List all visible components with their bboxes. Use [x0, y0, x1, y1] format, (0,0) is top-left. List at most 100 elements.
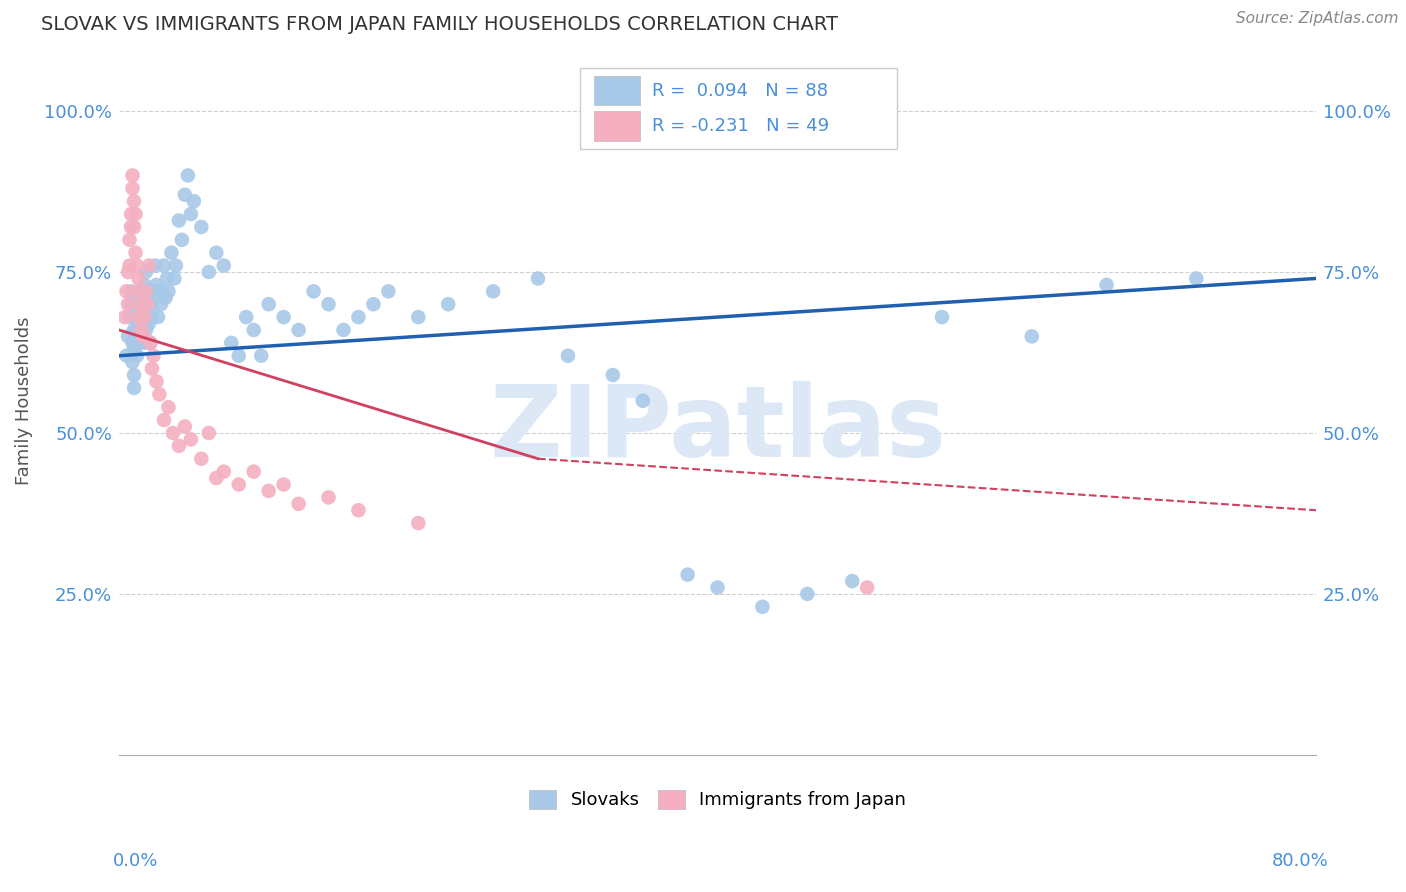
Point	[141, 361, 163, 376]
Point	[170, 233, 193, 247]
Point	[128, 310, 150, 324]
Point	[157, 285, 180, 299]
Point	[162, 425, 184, 440]
Point	[125, 297, 148, 311]
Point	[174, 187, 197, 202]
Point	[174, 419, 197, 434]
Point	[273, 310, 295, 324]
Point	[131, 323, 153, 337]
Point	[135, 285, 157, 299]
Point	[125, 323, 148, 337]
Point	[131, 285, 153, 299]
Point	[163, 271, 186, 285]
Point	[287, 323, 309, 337]
Point	[125, 285, 148, 299]
Point	[527, 271, 550, 285]
Point	[160, 245, 183, 260]
Point	[931, 310, 953, 324]
Point	[148, 285, 170, 299]
Point	[148, 387, 170, 401]
FancyBboxPatch shape	[595, 112, 640, 141]
Point	[132, 317, 155, 331]
Point	[856, 581, 879, 595]
Point	[122, 368, 145, 382]
Point	[117, 297, 139, 311]
Point	[273, 477, 295, 491]
Text: ZIPatlas: ZIPatlas	[489, 381, 946, 477]
Point	[118, 310, 141, 324]
FancyBboxPatch shape	[579, 68, 897, 149]
Point	[121, 335, 143, 350]
Point	[118, 259, 141, 273]
Point	[120, 297, 142, 311]
Point	[706, 581, 728, 595]
Point	[377, 285, 399, 299]
Point	[796, 587, 818, 601]
Point	[287, 497, 309, 511]
Point	[205, 471, 228, 485]
Text: R =  0.094   N = 88: R = 0.094 N = 88	[652, 81, 828, 100]
Point	[228, 477, 250, 491]
Point	[134, 277, 156, 292]
Point	[132, 297, 155, 311]
Point	[183, 194, 205, 209]
Point	[132, 329, 155, 343]
Point	[121, 169, 143, 183]
Point	[118, 233, 141, 247]
Point	[146, 310, 169, 324]
Point	[347, 503, 370, 517]
Point	[332, 323, 354, 337]
Point	[212, 465, 235, 479]
Point	[235, 310, 257, 324]
Point	[1095, 277, 1118, 292]
Point	[121, 181, 143, 195]
Point	[167, 213, 190, 227]
Point	[125, 349, 148, 363]
Point	[408, 310, 430, 324]
Point	[631, 393, 654, 408]
Point	[242, 465, 264, 479]
Point	[122, 323, 145, 337]
Point	[139, 335, 162, 350]
Point	[121, 355, 143, 369]
Point	[219, 335, 242, 350]
Point	[138, 259, 160, 273]
Point	[117, 329, 139, 343]
Point	[156, 271, 179, 285]
Text: 80.0%: 80.0%	[1272, 852, 1329, 870]
Point	[318, 491, 340, 505]
Point	[257, 297, 280, 311]
Point	[138, 291, 160, 305]
Point	[177, 169, 200, 183]
Point	[138, 317, 160, 331]
Point	[115, 285, 138, 299]
Text: R = -0.231   N = 49: R = -0.231 N = 49	[652, 117, 830, 135]
Point	[129, 323, 152, 337]
Point	[124, 310, 146, 324]
Point	[145, 277, 167, 292]
Point	[1185, 271, 1208, 285]
Point	[149, 297, 172, 311]
Point	[198, 265, 221, 279]
Point	[141, 310, 163, 324]
Point	[135, 265, 157, 279]
Text: SLOVAK VS IMMIGRANTS FROM JAPAN FAMILY HOUSEHOLDS CORRELATION CHART: SLOVAK VS IMMIGRANTS FROM JAPAN FAMILY H…	[41, 15, 838, 34]
Point	[153, 413, 176, 427]
Point	[153, 259, 176, 273]
Point	[122, 219, 145, 234]
Point	[128, 291, 150, 305]
Text: 0.0%: 0.0%	[112, 852, 157, 870]
Point	[437, 297, 460, 311]
Point	[114, 310, 136, 324]
Point	[212, 259, 235, 273]
Point	[129, 297, 152, 311]
Point	[347, 310, 370, 324]
FancyBboxPatch shape	[595, 76, 640, 105]
Point	[128, 335, 150, 350]
Point	[180, 433, 202, 447]
Point	[363, 297, 385, 311]
Point	[134, 310, 156, 324]
Point	[115, 349, 138, 363]
Point	[242, 323, 264, 337]
Point	[155, 291, 177, 305]
